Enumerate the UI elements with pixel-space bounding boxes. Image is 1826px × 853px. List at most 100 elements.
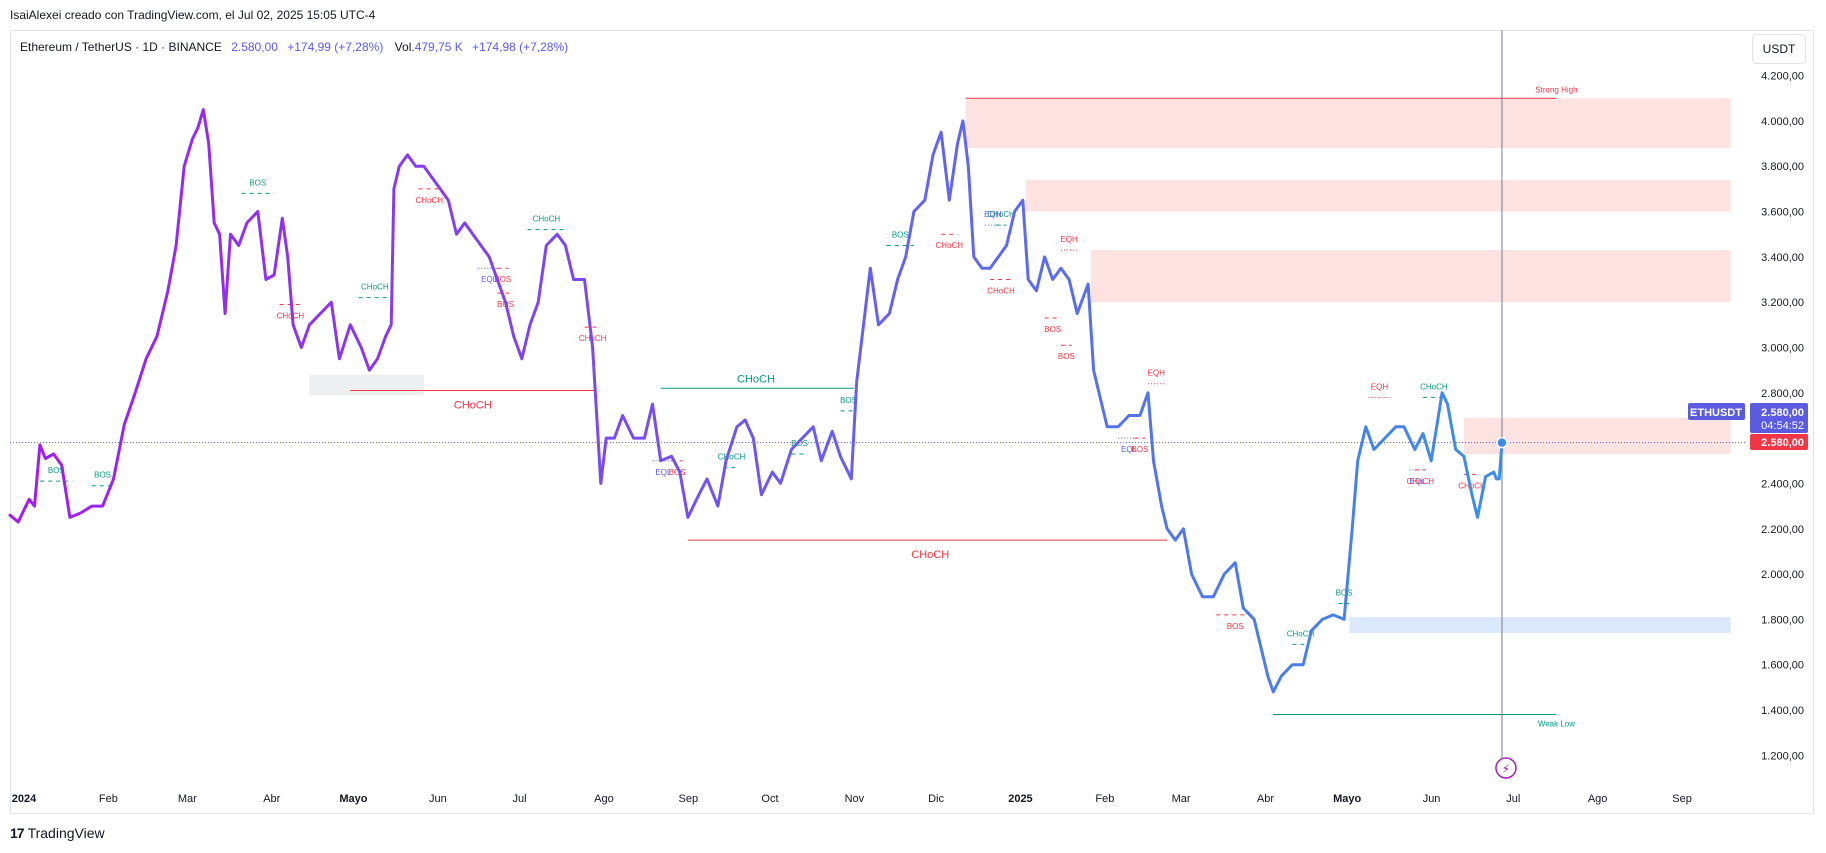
structure-mark-label: BOS bbox=[791, 439, 808, 448]
x-tick-label: Mar bbox=[178, 793, 197, 805]
tradingview-logo[interactable]: 17 TradingView bbox=[10, 825, 105, 841]
x-tick-label: Jul bbox=[512, 793, 526, 805]
structure-mark-label: CHoCH bbox=[533, 215, 561, 224]
supply-demand-zone bbox=[1090, 250, 1731, 303]
structure-mark-label: CHoCH bbox=[415, 196, 443, 205]
structure-mark-label: BOS bbox=[494, 275, 511, 284]
lightning-glyph: ⚡ bbox=[1502, 762, 1510, 776]
x-tick-label: Sep bbox=[1672, 793, 1692, 805]
tradingview-logo-text: TradingView bbox=[27, 825, 105, 841]
structure-mark-label: CHoCH bbox=[361, 283, 389, 292]
last-price-tag-text: 2.580,00 bbox=[1761, 437, 1804, 449]
y-tick-label: 1.200,00 bbox=[1761, 750, 1804, 762]
structure-mark-label: BOS bbox=[892, 231, 909, 240]
y-tick-label: 4.000,00 bbox=[1761, 116, 1804, 128]
structure-mark-label: BOS bbox=[669, 468, 686, 477]
structure-mark-label: CHoCH bbox=[987, 287, 1015, 296]
supply-demand-zone bbox=[309, 374, 424, 396]
structure-mark-label: CHoCH bbox=[1407, 477, 1435, 486]
volume-value: 479,75 K bbox=[414, 40, 463, 54]
last-price-dot bbox=[1496, 436, 1508, 449]
structure-mark-label: BOS bbox=[1044, 325, 1061, 334]
structure-mark-label: EQL bbox=[1121, 445, 1138, 454]
y-tick-label: 3.600,00 bbox=[1761, 207, 1804, 219]
y-tick-label: 1.600,00 bbox=[1761, 660, 1804, 672]
structure-level-label: CHoCH bbox=[737, 373, 775, 385]
supply-demand-zone bbox=[965, 98, 1731, 149]
structure-mark-label: CHoCH bbox=[987, 210, 1015, 219]
symbol-legend: Ethereum / TetherUS · 1D · BINANCE 2.580… bbox=[20, 40, 568, 54]
volume-label: Vol. bbox=[394, 40, 415, 54]
x-tick-label: Ago bbox=[1588, 793, 1608, 805]
price-series-line bbox=[8, 108, 1504, 694]
currency-label: USDT bbox=[1762, 42, 1796, 56]
y-tick-label: 3.200,00 bbox=[1761, 297, 1804, 309]
structure-mark-label: BOS bbox=[1058, 352, 1075, 361]
structure-mark-label: EQL bbox=[1410, 477, 1427, 486]
symbol-tag-text: ETHUSDT bbox=[1690, 407, 1742, 419]
structure-mark-label: BOS bbox=[1336, 589, 1353, 598]
last-price-tag bbox=[1750, 434, 1808, 450]
lightning-icon bbox=[1495, 757, 1517, 779]
supply-demand-zone bbox=[1349, 617, 1731, 633]
structure-level-label: Strong High bbox=[1535, 85, 1577, 94]
x-tick-label: Mayo bbox=[1333, 793, 1361, 805]
structure-level-label: Weak Low bbox=[1538, 720, 1575, 729]
structure-mark-label: CHoCH bbox=[1287, 629, 1315, 638]
structure-mark-label: BOS bbox=[1131, 445, 1148, 454]
price-change: +174,99 (+7,28%) bbox=[287, 40, 384, 54]
structure-mark-label: EQH bbox=[984, 210, 1002, 219]
y-tick-label: 3.000,00 bbox=[1761, 342, 1804, 354]
y-tick-label: 2.400,00 bbox=[1761, 478, 1804, 490]
x-tick-label: Abr bbox=[1257, 793, 1274, 805]
structure-mark-label: CHoCH bbox=[1420, 382, 1448, 391]
structure-mark-label: EQH bbox=[1371, 382, 1389, 391]
y-tick-label: 2.000,00 bbox=[1761, 569, 1804, 581]
structure-mark-label: EQH bbox=[1148, 369, 1166, 378]
x-tick-label: Feb bbox=[99, 793, 118, 805]
structure-mark-label: BOS bbox=[1227, 622, 1244, 631]
x-tick-label: Nov bbox=[845, 793, 865, 805]
x-tick-label: 2025 bbox=[1008, 793, 1032, 805]
x-tick-label: Feb bbox=[1095, 793, 1114, 805]
tradingview-logo-icon: 17 bbox=[10, 825, 25, 841]
x-tick-label: Sep bbox=[679, 793, 699, 805]
price-tag-text: 2.580,00 bbox=[1761, 407, 1804, 419]
x-tick-label: Jun bbox=[429, 793, 447, 805]
x-tick-label: Jul bbox=[1506, 793, 1520, 805]
structure-mark-label: CHoCH bbox=[277, 311, 305, 320]
x-tick-label: Oct bbox=[761, 793, 778, 805]
structure-mark-label: BOS bbox=[48, 466, 65, 475]
y-tick-label: 4.200,00 bbox=[1761, 71, 1804, 83]
chart-caption: IsaiAlexei creado con TradingView.com, e… bbox=[10, 8, 376, 22]
supply-demand-zone bbox=[1025, 179, 1731, 212]
y-tick-label: 1.400,00 bbox=[1761, 705, 1804, 717]
structure-level-label: CHoCH bbox=[454, 400, 492, 412]
price-tag bbox=[1750, 403, 1808, 433]
symbol-name[interactable]: Ethereum / TetherUS · 1D · BINANCE bbox=[20, 40, 222, 54]
currency-selector[interactable]: USDT bbox=[1752, 34, 1806, 64]
supply-demand-zone bbox=[1463, 417, 1731, 454]
chart-frame bbox=[10, 30, 1814, 814]
structure-mark-label: CHoCH bbox=[718, 453, 746, 462]
structure-level-label: CHoCH bbox=[911, 549, 949, 561]
last-price: 2.580,00 bbox=[231, 40, 278, 54]
y-tick-label: 2.200,00 bbox=[1761, 524, 1804, 536]
structure-mark-label: CHoCH bbox=[936, 241, 964, 250]
volume-change: +174,98 (+7,28%) bbox=[472, 40, 569, 54]
y-tick-label: 2.800,00 bbox=[1761, 388, 1804, 400]
symbol-tag bbox=[1688, 403, 1745, 420]
x-tick-label: Dic bbox=[928, 793, 944, 805]
x-tick-label: 2024 bbox=[12, 793, 37, 805]
y-tick-label: 3.800,00 bbox=[1761, 161, 1804, 173]
x-tick-label: Jun bbox=[1423, 793, 1441, 805]
structure-mark-label: CHoCH bbox=[1458, 481, 1486, 490]
structure-mark-label: BOS bbox=[840, 396, 857, 405]
x-tick-label: Ago bbox=[594, 793, 614, 805]
structure-mark-label: EQH bbox=[1060, 235, 1078, 244]
structure-mark-label: EQL bbox=[655, 468, 672, 477]
x-tick-label: Mar bbox=[1172, 793, 1191, 805]
x-tick-label: Mayo bbox=[339, 793, 367, 805]
structure-mark-label: BOS bbox=[94, 471, 111, 480]
